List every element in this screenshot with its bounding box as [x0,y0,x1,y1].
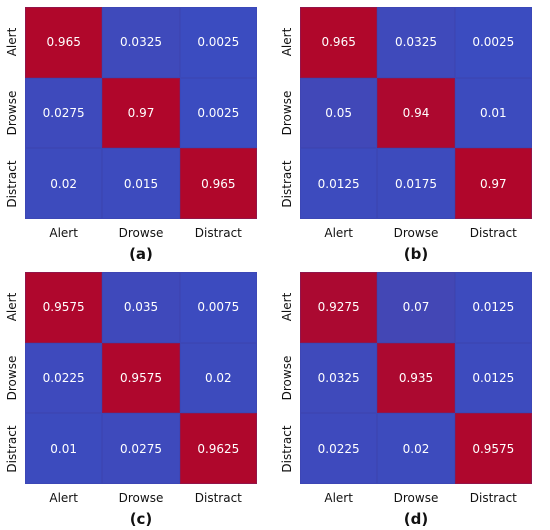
y-tick-label-text: Drowse [280,90,294,136]
confusion-matrix-a: 0.965 0.0325 0.0025 0.0275 0.97 0.0025 0.02 0.0… [0,0,270,265]
heatmap-cell: 0.0275 [25,77,103,149]
heatmap-cell: 0.97 [454,148,532,219]
heatmap-cell: 0.0275 [102,413,180,484]
heatmap-cell: 0.9575 [25,272,103,343]
heatmap-cell: 0.9275 [300,272,378,343]
heatmap-cell: 0.0325 [300,342,378,414]
heatmap-cell: 0.0025 [454,7,532,78]
panel-caption: (a) [129,245,153,263]
x-tick-label-text: Drowse [393,491,439,505]
x-tick-label-text: Distract [194,491,242,505]
heatmap-cell: 0.0025 [179,77,257,149]
heatmap-cell: 0.0325 [102,7,180,78]
heatmap-cell: 0.965 [179,148,257,219]
heatmap-grid: 0.965 0.0325 0.0025 0.0275 0.97 0.0025 0.02 0.0… [25,7,257,219]
y-tick-label-text: Alert [280,28,294,57]
heatmap-cell: 0.0225 [300,413,378,484]
x-tick-label-text: Alert [324,491,353,505]
heatmap-grid: 0.9575 0.035 0.0075 0.0225 0.9575 0.02 0.01 0.0… [25,272,257,484]
heatmap-cell: 0.9625 [179,413,257,484]
panel-caption: (b) [403,245,429,263]
heatmap-cell: 0.02 [377,413,455,484]
y-tick-label-text: Distract [5,425,19,473]
heatmap-cell: 0.07 [377,272,455,343]
y-tick-label-text: Distract [5,160,19,208]
heatmap-cell: 0.935 [377,342,455,414]
confusion-matrix-c: 0.9575 0.035 0.0075 0.0225 0.9575 0.02 0.01 0.0… [0,265,270,530]
heatmap-cell: 0.0075 [179,272,257,343]
x-tick-label-text: Distract [194,226,242,240]
heatmap-cell: 0.965 [300,7,378,78]
y-tick-label-text: Alert [5,28,19,57]
x-tick-label-text: Alert [49,491,78,505]
heatmap-cell: 0.0125 [454,342,532,414]
x-tick-label-text: Distract [469,226,517,240]
heatmap-grid: 0.965 0.0325 0.0025 0.05 0.94 0.01 0.0125 0.017… [300,7,532,219]
y-tick-label-text: Distract [280,160,294,208]
heatmap-cell: 0.0025 [179,7,257,78]
heatmap-cell: 0.035 [102,272,180,343]
heatmap-cell: 0.0175 [377,148,455,219]
confusion-matrix-b: 0.965 0.0325 0.0025 0.05 0.94 0.01 0.0125 0.017… [275,0,545,265]
heatmap-cell: 0.0325 [377,7,455,78]
y-tick-label-text: Drowse [5,355,19,401]
heatmap-cell: 0.0225 [25,342,103,414]
heatmap-cell: 0.05 [300,77,378,149]
x-tick-label-text: Alert [324,226,353,240]
heatmap-cell: 0.01 [454,77,532,149]
heatmap-cell: 0.02 [25,148,103,219]
heatmap-cell: 0.94 [377,77,455,149]
confusion-matrix-d: 0.9275 0.07 0.0125 0.0325 0.935 0.0125 0.0225 0… [275,265,545,530]
heatmap-cell: 0.9575 [454,413,532,484]
x-tick-label-text: Drowse [118,226,164,240]
heatmap-cell: 0.0125 [300,148,378,219]
y-tick-label-text: Alert [280,293,294,322]
heatmap-cell: 0.02 [179,342,257,414]
heatmap-grid: 0.9275 0.07 0.0125 0.0325 0.935 0.0125 0.0225 0… [300,272,532,484]
heatmap-cell: 0.97 [102,77,180,149]
x-tick-label-text: Drowse [393,226,439,240]
panel-caption: (d) [403,510,429,528]
x-tick-label-text: Alert [49,226,78,240]
heatmap-cell: 0.0125 [454,272,532,343]
heatmap-cell: 0.9575 [102,342,180,414]
y-tick-label-text: Drowse [5,90,19,136]
y-tick-label-text: Distract [280,425,294,473]
heatmap-cell: 0.01 [25,413,103,484]
y-tick-label-text: Alert [5,293,19,322]
panel-caption: (c) [129,510,153,528]
x-tick-label-text: Drowse [118,491,164,505]
heatmap-cell: 0.015 [102,148,180,219]
y-tick-label-text: Drowse [280,355,294,401]
x-tick-label-text: Distract [469,491,517,505]
heatmap-cell: 0.965 [25,7,103,78]
